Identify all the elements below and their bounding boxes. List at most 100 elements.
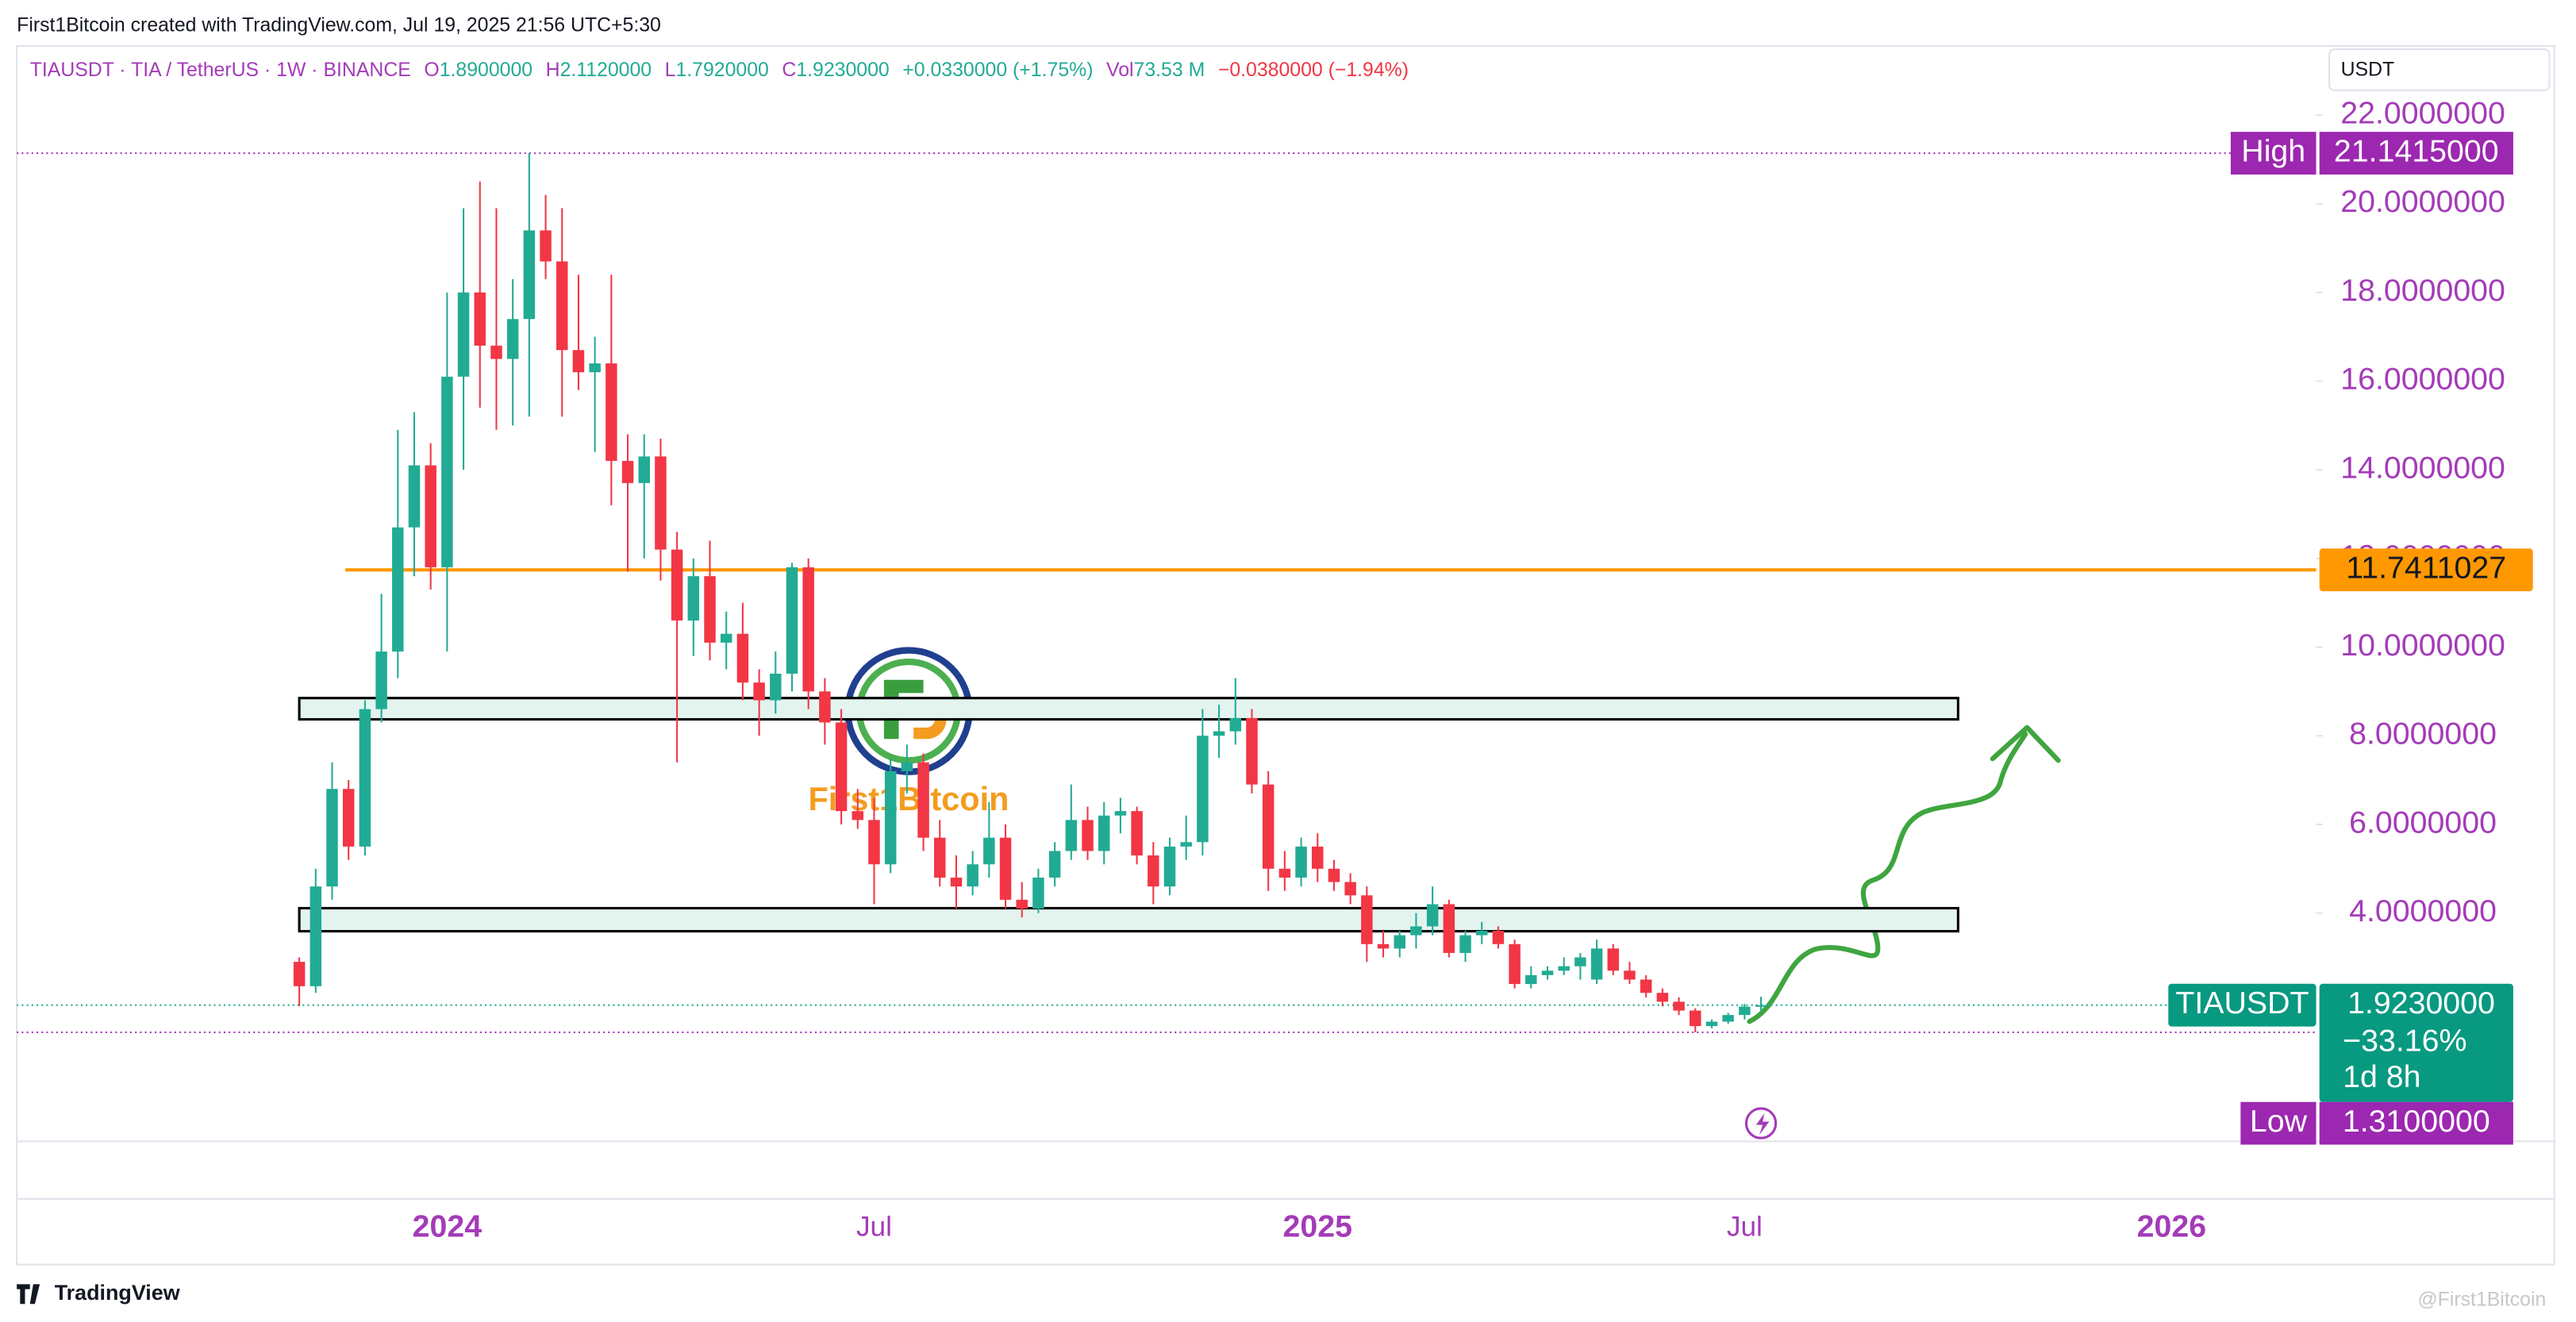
high-value: 21.1415000 [2334, 133, 2499, 168]
zone [298, 906, 1959, 933]
candle-body [1755, 1005, 1767, 1007]
y-tick-label: 22.0000000 [2340, 96, 2505, 131]
volume-change: −0.0380000 (−1.94%) [1218, 60, 1409, 81]
candle-body [1098, 815, 1110, 851]
candle-body [1443, 904, 1455, 953]
last-value: 1.9230000 [2347, 986, 2495, 1020]
candle-body [1426, 904, 1439, 927]
candle-body [1541, 970, 1554, 975]
candle-body [474, 292, 486, 346]
candle-body [704, 576, 716, 643]
symbol: TIAUSDT · TIA / TetherUS · 1W · BINANCE [30, 60, 411, 81]
watermark-corner: @First1Bitcoin [2417, 1289, 2546, 1311]
candle-body [359, 709, 371, 847]
candle-body [1197, 736, 1209, 843]
candle-body [1705, 1021, 1718, 1027]
zone [298, 697, 1959, 721]
candle-body [1525, 974, 1537, 985]
candle-body [638, 456, 650, 483]
legend-key: C [782, 60, 796, 81]
candle-body [1262, 784, 1275, 869]
candle-body [310, 886, 322, 986]
volume-key: Vol [1106, 60, 1134, 81]
candle-body [326, 789, 338, 887]
candle-body [802, 567, 814, 692]
y-tick-label: 4.0000000 [2349, 894, 2497, 928]
legend: TIAUSDT · TIA / TetherUS · 1W · BINANCE O… [30, 60, 1409, 81]
last-symbol: TIAUSDT [2175, 986, 2309, 1020]
candle-body [375, 651, 387, 709]
candle-body [1246, 717, 1258, 785]
brand: TradingView [55, 1281, 180, 1305]
candle-body [1690, 1010, 1701, 1027]
header: First1Bitcoin created with TradingView.c… [17, 15, 661, 37]
last-change: −33.16% [2343, 1024, 2466, 1059]
last-tag [2319, 983, 2513, 1102]
high-value-tag [2319, 132, 2513, 175]
candle-body [1065, 820, 1078, 851]
candle-body [1148, 855, 1159, 887]
watermark-bg [785, 602, 1029, 851]
candle-body [1312, 846, 1324, 869]
candle-body [720, 633, 732, 643]
candle-body [687, 576, 700, 621]
low-tag-text: Low [2250, 1104, 2308, 1139]
candle-body [523, 230, 536, 320]
candle-body [540, 230, 552, 262]
candle-body [917, 762, 929, 838]
candle-body [1114, 811, 1127, 816]
candle-body [786, 567, 798, 674]
brand-logo [17, 1284, 40, 1305]
candle-body [950, 877, 963, 887]
y-tick-label: 14.0000000 [2340, 450, 2505, 485]
candle-body [589, 363, 601, 373]
legend-key: L [665, 60, 676, 81]
candle-body [1180, 842, 1192, 847]
candle-body [671, 549, 683, 621]
candle-body [983, 837, 995, 865]
candle-body [1344, 882, 1356, 896]
legend-value: 1.7920000 [675, 60, 768, 81]
candle-body [408, 465, 421, 528]
y-tick-label: 6.0000000 [2349, 805, 2497, 840]
event-icon[interactable] [1744, 1107, 1778, 1139]
legend-change: +0.0330000 (+1.75%) [902, 60, 1093, 81]
candle-body [1640, 979, 1652, 993]
last-symbol-tag [2168, 983, 2316, 1027]
candle-body [1673, 1001, 1685, 1011]
chart-frame [16, 44, 2555, 1266]
y-tick-label: 8.0000000 [2349, 717, 2497, 751]
candle-body [621, 460, 634, 483]
high-tag [2230, 132, 2316, 175]
candle-body [1082, 820, 1094, 851]
candle-body [1590, 948, 1603, 980]
candle-body [1607, 948, 1620, 971]
candle-body [572, 350, 585, 373]
candle-body [1574, 957, 1586, 967]
candle-body [1656, 993, 1669, 1002]
level-value: 11.7411027 [2346, 551, 2506, 586]
candle-body [967, 864, 978, 887]
legend-key: O [424, 60, 439, 81]
unit-box[interactable] [2328, 48, 2551, 91]
candle-body [753, 682, 765, 701]
event-icon-bolt [1755, 1113, 1770, 1136]
low-value-tag [2319, 1101, 2513, 1145]
candle-body [934, 837, 946, 878]
candle-body [293, 962, 306, 986]
candle-body [392, 527, 404, 652]
candle-body [1229, 717, 1242, 732]
x-tick-label: 2024 [413, 1209, 483, 1243]
candle-body [819, 691, 831, 723]
candle-body [1558, 966, 1570, 971]
candle-body [556, 261, 568, 351]
candle-body [770, 673, 782, 701]
candle-body [852, 811, 864, 820]
candle-body [342, 789, 355, 847]
volume: 73.53 M [1134, 60, 1205, 81]
candle-body [1361, 895, 1373, 944]
level-tag [2319, 548, 2533, 592]
legend-value: 1.8900000 [440, 60, 533, 81]
